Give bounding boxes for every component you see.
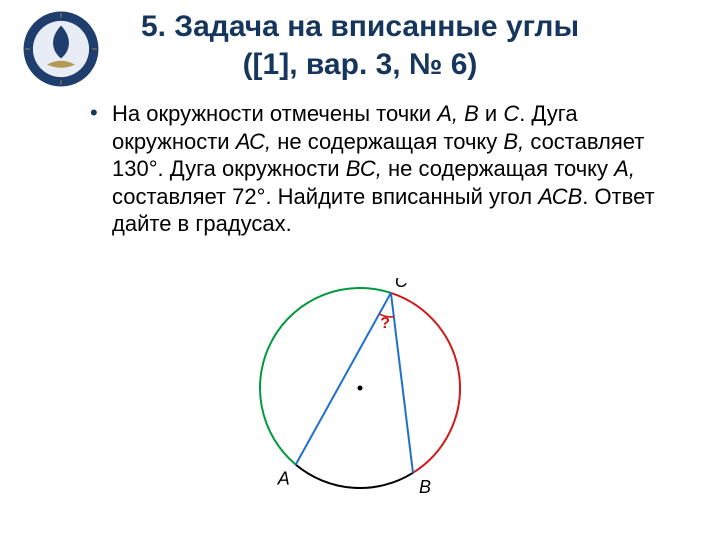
italic-segment: В, — [503, 129, 524, 154]
text-segment: и — [479, 101, 504, 126]
svg-text:?: ? — [380, 315, 390, 332]
title-line-1: 5. Задача на вписанные углы — [0, 8, 720, 46]
italic-segment: АС, — [236, 129, 271, 154]
geometry-diagram: ? С А В — [250, 278, 470, 498]
svg-text:А: А — [277, 469, 290, 489]
italic-segment: А, В — [437, 101, 479, 126]
italic-segment: АСВ — [538, 184, 582, 209]
svg-text:С: С — [395, 278, 409, 291]
italic-segment: ВС, — [346, 156, 382, 181]
text-segment: На окружности отмечены точки — [112, 101, 437, 126]
text-segment: не содержащая точку — [271, 129, 503, 154]
problem-text: На окружности отмечены точки А, В и С. Д… — [112, 100, 672, 238]
italic-segment: С — [503, 101, 519, 126]
italic-segment: А, — [614, 156, 635, 181]
bullet-icon: • — [90, 100, 98, 126]
title-line-2: ([1], вар. 3, № 6) — [0, 46, 720, 84]
text-segment: не содержащая точку — [382, 156, 614, 181]
svg-text:В: В — [419, 477, 431, 497]
slide-title: 5. Задача на вписанные углы ([1], вар. 3… — [0, 8, 720, 83]
text-segment: составляет 72°. Найдите вписанный угол — [112, 184, 538, 209]
